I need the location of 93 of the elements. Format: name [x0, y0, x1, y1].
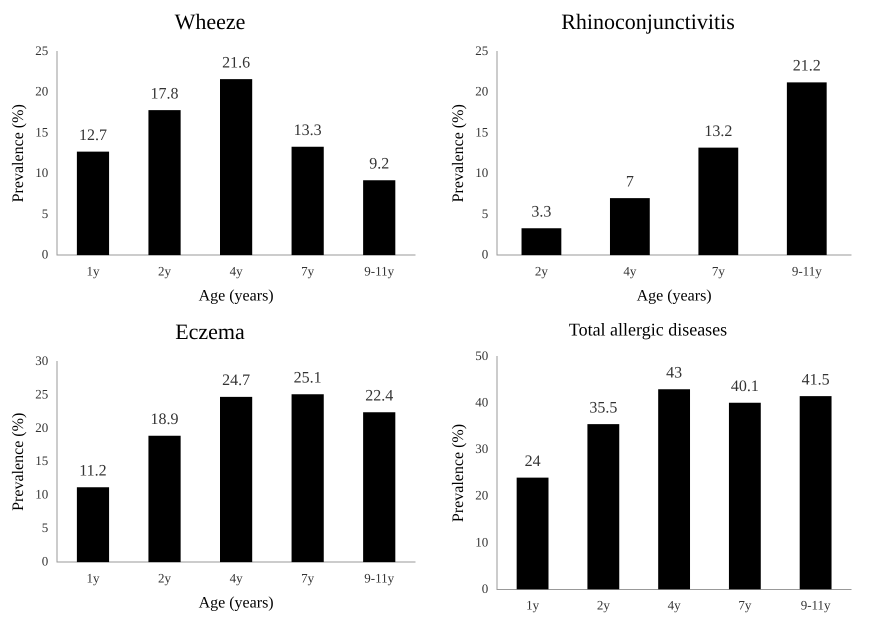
bar [363, 180, 396, 256]
y-tick-label: 30 [35, 352, 48, 368]
data-label: 17.8 [150, 85, 179, 102]
data-label: 18.9 [150, 410, 179, 428]
chart-title: Eczema [175, 318, 246, 344]
x-tick-label: 9-11y [792, 263, 822, 278]
x-tick-label: 7y [301, 263, 315, 278]
x-tick-label: 1y [86, 263, 100, 278]
bar [76, 152, 110, 256]
x-tick-label: 4y [668, 598, 682, 613]
bar [658, 389, 690, 590]
data-label: 11.2 [79, 462, 107, 480]
y-tick-label: 15 [35, 124, 48, 140]
y-tick-label: 0 [42, 246, 48, 262]
x-tick-label: 7y [738, 598, 752, 613]
bar [587, 424, 620, 590]
chart-title: Wheeze [174, 8, 246, 34]
x-tick-label: 2y [158, 570, 172, 586]
y-axis-title: Prevalence (%) [450, 424, 467, 522]
y-tick-label: 5 [42, 520, 48, 536]
x-tick-label: 7y [712, 263, 726, 278]
bar [522, 228, 562, 256]
bar [292, 146, 324, 256]
bar [610, 198, 650, 256]
bar [148, 436, 181, 562]
data-label: 35.5 [589, 399, 618, 416]
bar [76, 487, 110, 562]
data-label: 13.2 [704, 122, 732, 140]
x-tick-label: 9-11y [800, 598, 832, 613]
y-tick-label: 20 [475, 488, 488, 503]
x-tick-label: 4y [623, 263, 637, 278]
x-tick-label: 4y [230, 263, 244, 278]
x-tick-label: 9-11y [364, 263, 395, 278]
data-label: 3.3 [531, 204, 552, 220]
bar [800, 396, 832, 590]
x-tick-label: 1y [86, 570, 100, 586]
data-label: 21.6 [222, 54, 250, 72]
y-tick-label: 40 [475, 394, 488, 410]
data-label: 7 [626, 173, 634, 190]
bar [148, 110, 181, 256]
y-tick-label: 5 [42, 206, 48, 221]
chart-title: Total allergic diseases [568, 320, 728, 340]
y-tick-label: 0 [482, 246, 488, 262]
bar [220, 396, 252, 562]
x-axis-title: Age (years) [636, 288, 712, 305]
y-tick-label: 10 [475, 165, 488, 180]
data-label: 24.7 [222, 372, 250, 390]
y-tick-label: 20 [35, 84, 48, 99]
y-tick-label: 10 [35, 165, 48, 180]
y-tick-label: 5 [482, 206, 488, 221]
chart-title: Rhinoconjunctivitis [561, 8, 735, 34]
data-label: 22.4 [365, 387, 394, 404]
y-tick-label: 0 [482, 580, 488, 596]
y-tick-label: 10 [35, 486, 48, 502]
data-label: 13.3 [294, 122, 322, 139]
data-label: 43 [666, 364, 682, 382]
x-tick-label: 2y [596, 598, 610, 613]
x-axis-title: Age (years) [198, 594, 274, 612]
bar [516, 478, 548, 590]
data-label: 25.1 [294, 369, 322, 386]
y-tick-label: 20 [475, 84, 488, 99]
x-tick-label: 9-11y [364, 570, 395, 586]
bar [292, 394, 324, 562]
x-tick-label: 7y [301, 570, 315, 586]
data-label: 41.5 [802, 371, 830, 388]
y-tick-label: 50 [475, 348, 488, 364]
bar [786, 82, 827, 256]
data-label: 21.2 [792, 58, 821, 75]
data-label: 24 [524, 452, 541, 470]
y-tick-label: 20 [35, 420, 48, 435]
x-tick-label: 2y [534, 263, 548, 278]
y-tick-label: 10 [475, 534, 488, 550]
y-axis-title: Prevalence (%) [10, 412, 27, 511]
x-tick-label: 4y [230, 570, 244, 586]
x-tick-label: 1y [526, 598, 540, 613]
data-label: 9.2 [369, 155, 390, 172]
y-tick-label: 25 [35, 386, 48, 402]
bar [728, 402, 761, 590]
y-axis-title: Prevalence (%) [450, 104, 467, 202]
bar [220, 79, 252, 256]
y-tick-label: 25 [475, 42, 488, 58]
data-label: 40.1 [730, 378, 759, 395]
data-label: 12.7 [78, 126, 107, 144]
y-tick-label: 30 [475, 441, 488, 456]
x-axis-title: Age (years) [198, 288, 274, 305]
y-tick-label: 25 [35, 42, 48, 58]
y-tick-label: 0 [42, 554, 48, 569]
bar [698, 148, 738, 256]
x-tick-label: 2y [158, 263, 172, 278]
y-tick-label: 15 [475, 124, 488, 140]
y-axis-title: Prevalence (%) [10, 104, 27, 202]
y-tick-label: 15 [35, 453, 48, 468]
bar [363, 412, 396, 562]
